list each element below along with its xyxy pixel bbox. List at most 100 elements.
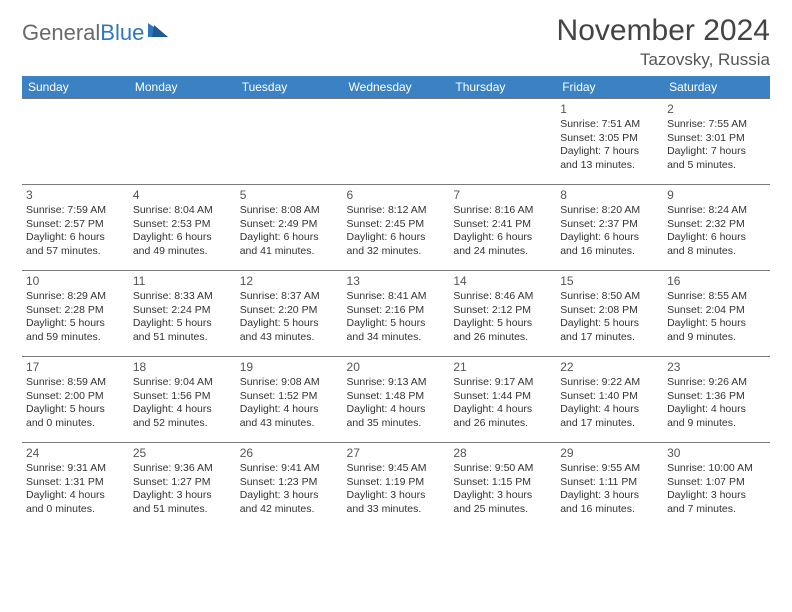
sunrise-line: Sunrise: 8:55 AM [667, 290, 766, 303]
calendar-cell: 28Sunrise: 9:50 AMSunset: 1:15 PMDayligh… [449, 443, 556, 529]
sunrise-line: Sunrise: 8:33 AM [133, 290, 232, 303]
weekday-header-row: Sunday Monday Tuesday Wednesday Thursday… [22, 76, 770, 99]
daylight-line-2: and 59 minutes. [26, 331, 125, 344]
sunset-line: Sunset: 2:41 PM [453, 218, 552, 231]
sunrise-line: Sunrise: 7:55 AM [667, 118, 766, 131]
daylight-line-1: Daylight: 3 hours [560, 489, 659, 502]
day-number: 8 [560, 188, 659, 203]
daylight-line-1: Daylight: 6 hours [560, 231, 659, 244]
sunrise-line: Sunrise: 9:41 AM [240, 462, 339, 475]
daylight-line-2: and 5 minutes. [667, 159, 766, 172]
sunrise-line: Sunrise: 10:00 AM [667, 462, 766, 475]
sunset-line: Sunset: 1:07 PM [667, 476, 766, 489]
daylight-line-1: Daylight: 5 hours [26, 403, 125, 416]
title-block: November 2024 Tazovsky, Russia [557, 14, 770, 70]
sunrise-line: Sunrise: 8:59 AM [26, 376, 125, 389]
daylight-line-1: Daylight: 5 hours [26, 317, 125, 330]
daylight-line-2: and 16 minutes. [560, 503, 659, 516]
day-number: 28 [453, 446, 552, 461]
sunrise-line: Sunrise: 9:36 AM [133, 462, 232, 475]
day-number: 4 [133, 188, 232, 203]
daylight-line-2: and 26 minutes. [453, 331, 552, 344]
sunrise-line: Sunrise: 8:16 AM [453, 204, 552, 217]
daylight-line-2: and 33 minutes. [347, 503, 446, 516]
calendar-cell: 24Sunrise: 9:31 AMSunset: 1:31 PMDayligh… [22, 443, 129, 529]
sunset-line: Sunset: 3:05 PM [560, 132, 659, 145]
daylight-line-1: Daylight: 4 hours [240, 403, 339, 416]
calendar-cell: 16Sunrise: 8:55 AMSunset: 2:04 PMDayligh… [663, 271, 770, 357]
day-number: 27 [347, 446, 446, 461]
day-number: 29 [560, 446, 659, 461]
day-number: 11 [133, 274, 232, 289]
sunset-line: Sunset: 1:48 PM [347, 390, 446, 403]
daylight-line-1: Daylight: 4 hours [453, 403, 552, 416]
calendar-cell: 30Sunrise: 10:00 AMSunset: 1:07 PMDaylig… [663, 443, 770, 529]
day-number: 20 [347, 360, 446, 375]
daylight-line-1: Daylight: 6 hours [347, 231, 446, 244]
location: Tazovsky, Russia [557, 50, 770, 70]
daylight-line-1: Daylight: 5 hours [667, 317, 766, 330]
sunset-line: Sunset: 1:44 PM [453, 390, 552, 403]
day-number: 3 [26, 188, 125, 203]
day-number: 26 [240, 446, 339, 461]
daylight-line-1: Daylight: 3 hours [667, 489, 766, 502]
calendar-cell: 26Sunrise: 9:41 AMSunset: 1:23 PMDayligh… [236, 443, 343, 529]
calendar-cell: 27Sunrise: 9:45 AMSunset: 1:19 PMDayligh… [343, 443, 450, 529]
daylight-line-2: and 52 minutes. [133, 417, 232, 430]
daylight-line-1: Daylight: 3 hours [240, 489, 339, 502]
daylight-line-1: Daylight: 4 hours [133, 403, 232, 416]
weekday-header: Saturday [663, 76, 770, 99]
sunrise-line: Sunrise: 9:55 AM [560, 462, 659, 475]
sunrise-line: Sunrise: 8:04 AM [133, 204, 232, 217]
sunset-line: Sunset: 2:12 PM [453, 304, 552, 317]
daylight-line-2: and 32 minutes. [347, 245, 446, 258]
day-number: 23 [667, 360, 766, 375]
daylight-line-2: and 43 minutes. [240, 331, 339, 344]
daylight-line-1: Daylight: 4 hours [560, 403, 659, 416]
daylight-line-1: Daylight: 5 hours [453, 317, 552, 330]
sunset-line: Sunset: 1:19 PM [347, 476, 446, 489]
sunset-line: Sunset: 1:23 PM [240, 476, 339, 489]
day-number: 2 [667, 102, 766, 117]
calendar-cell [449, 99, 556, 185]
calendar-cell: 4Sunrise: 8:04 AMSunset: 2:53 PMDaylight… [129, 185, 236, 271]
sunset-line: Sunset: 1:56 PM [133, 390, 232, 403]
daylight-line-1: Daylight: 5 hours [133, 317, 232, 330]
sunrise-line: Sunrise: 9:08 AM [240, 376, 339, 389]
logo-text: GeneralBlue [22, 20, 144, 46]
calendar-week-row: 17Sunrise: 8:59 AMSunset: 2:00 PMDayligh… [22, 357, 770, 443]
daylight-line-2: and 17 minutes. [560, 417, 659, 430]
daylight-line-2: and 49 minutes. [133, 245, 232, 258]
sunset-line: Sunset: 1:15 PM [453, 476, 552, 489]
header: GeneralBlue November 2024 Tazovsky, Russ… [22, 14, 770, 70]
sunset-line: Sunset: 2:57 PM [26, 218, 125, 231]
day-number: 22 [560, 360, 659, 375]
weekday-header: Tuesday [236, 76, 343, 99]
daylight-line-1: Daylight: 6 hours [133, 231, 232, 244]
day-number: 10 [26, 274, 125, 289]
calendar-cell: 18Sunrise: 9:04 AMSunset: 1:56 PMDayligh… [129, 357, 236, 443]
calendar-cell: 5Sunrise: 8:08 AMSunset: 2:49 PMDaylight… [236, 185, 343, 271]
daylight-line-1: Daylight: 5 hours [240, 317, 339, 330]
sunrise-line: Sunrise: 8:41 AM [347, 290, 446, 303]
sunrise-line: Sunrise: 8:20 AM [560, 204, 659, 217]
day-number: 15 [560, 274, 659, 289]
sunrise-line: Sunrise: 9:31 AM [26, 462, 125, 475]
calendar-cell [343, 99, 450, 185]
calendar-cell: 9Sunrise: 8:24 AMSunset: 2:32 PMDaylight… [663, 185, 770, 271]
day-number: 12 [240, 274, 339, 289]
sunrise-line: Sunrise: 8:08 AM [240, 204, 339, 217]
day-number: 9 [667, 188, 766, 203]
day-number: 6 [347, 188, 446, 203]
sunrise-line: Sunrise: 9:45 AM [347, 462, 446, 475]
calendar-week-row: 24Sunrise: 9:31 AMSunset: 1:31 PMDayligh… [22, 443, 770, 529]
sunrise-line: Sunrise: 8:12 AM [347, 204, 446, 217]
daylight-line-1: Daylight: 3 hours [133, 489, 232, 502]
weekday-header: Wednesday [343, 76, 450, 99]
daylight-line-1: Daylight: 3 hours [347, 489, 446, 502]
calendar-cell: 17Sunrise: 8:59 AMSunset: 2:00 PMDayligh… [22, 357, 129, 443]
daylight-line-2: and 13 minutes. [560, 159, 659, 172]
daylight-line-2: and 16 minutes. [560, 245, 659, 258]
day-number: 21 [453, 360, 552, 375]
daylight-line-2: and 57 minutes. [26, 245, 125, 258]
